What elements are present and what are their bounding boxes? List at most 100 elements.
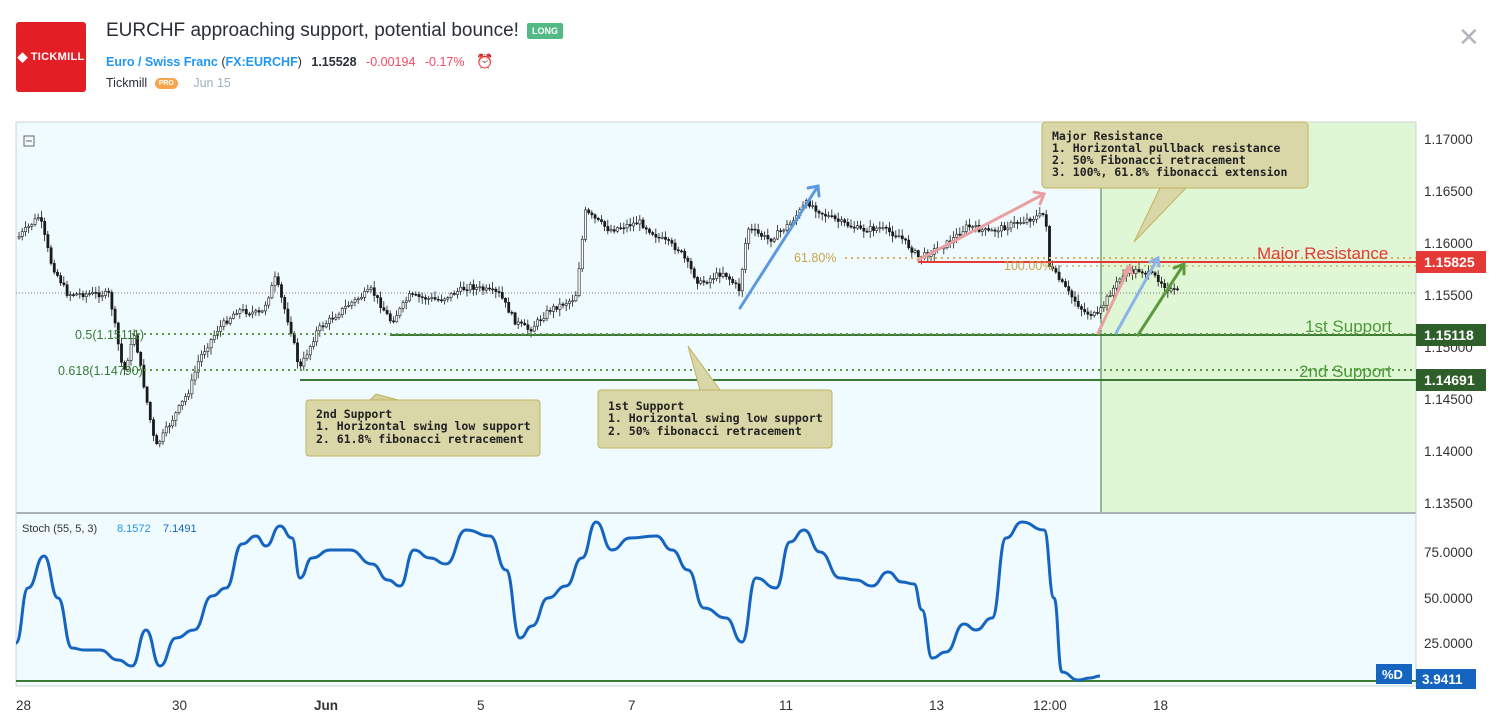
candle-body — [913, 250, 917, 253]
candle-body — [398, 308, 402, 316]
candle-body — [862, 227, 866, 232]
candle-body — [708, 278, 712, 284]
candle-body — [350, 301, 354, 306]
candle-body — [510, 312, 514, 314]
candle-body — [1028, 218, 1032, 222]
candle-body — [552, 306, 555, 312]
candle-body — [1067, 286, 1071, 292]
candle-body — [475, 287, 479, 290]
candle-body — [456, 291, 459, 295]
candle-body — [321, 325, 325, 328]
support1-price-tag — [1416, 324, 1486, 346]
candle-body — [673, 242, 677, 251]
candle-body — [382, 307, 386, 311]
candle-body — [17, 236, 21, 239]
symbol-line: Euro / Swiss Franc (FX:EURCHF) 1.15528 -… — [106, 53, 494, 69]
second-support-label: 2nd Support — [1299, 362, 1392, 381]
idea-header: ◆ TICKMILL EURCHF approaching support, po… — [0, 0, 1498, 118]
candle-body — [785, 224, 789, 231]
candle-body — [20, 231, 24, 237]
candle-body — [996, 230, 1000, 233]
candle-body — [545, 310, 549, 319]
candle-body — [596, 217, 600, 220]
candle-body — [72, 294, 75, 296]
candle-body — [1038, 213, 1042, 217]
candle-body — [648, 228, 651, 233]
author-name[interactable]: Tickmill — [106, 76, 148, 90]
candle-body — [910, 247, 914, 253]
candle-body — [408, 293, 411, 302]
candle-body — [36, 217, 40, 220]
candle-body — [312, 341, 315, 347]
candle-body — [433, 297, 437, 300]
note-line: 3. 100%, 61.8% fibonacci extension — [1052, 165, 1287, 179]
candle-body — [1118, 278, 1122, 283]
candle-body — [1025, 218, 1029, 223]
note-support2[interactable]: 2nd Support 1. Horizontal swing low supp… — [305, 393, 541, 457]
candle-body — [148, 402, 152, 421]
note-line: 1. Horizontal swing low support — [316, 419, 531, 433]
candle-body — [363, 291, 367, 298]
candle-body — [68, 294, 72, 296]
candle-body — [772, 238, 776, 242]
candle-body — [84, 293, 88, 298]
alarm-clock-icon[interactable]: ⏰ — [475, 53, 494, 69]
candle-body — [782, 229, 786, 232]
candle-body — [193, 371, 197, 381]
fib-100-label: 100.00% — [1004, 259, 1053, 273]
candle-body — [123, 362, 127, 370]
candle-body — [904, 238, 907, 241]
candle-body — [964, 224, 968, 232]
publish-date: Jun 15 — [193, 76, 231, 90]
tickmill-logo[interactable]: ◆ TICKMILL — [16, 22, 86, 92]
candle-body — [260, 310, 264, 313]
candle-body — [200, 354, 203, 362]
candle-body — [331, 317, 335, 320]
candle-body — [414, 293, 418, 296]
candle-body — [1070, 290, 1074, 298]
candle-body — [209, 339, 213, 349]
candle-body — [619, 227, 623, 230]
candle-body — [56, 271, 59, 276]
symbol-code-link[interactable]: FX:EURCHF — [225, 55, 298, 69]
candle-body — [612, 229, 616, 232]
stoch-pane[interactable] — [16, 514, 1416, 686]
candle-body — [763, 235, 767, 237]
candle-body — [283, 297, 287, 310]
candle-body — [555, 306, 559, 310]
candle-body — [1156, 274, 1160, 283]
collapse-icon[interactable] — [23, 135, 35, 147]
candle-body — [558, 303, 562, 310]
candle-body — [168, 425, 171, 428]
candle-body — [385, 309, 389, 315]
symbol-name-link[interactable]: Euro / Swiss Franc — [106, 55, 218, 69]
note-line: 1. Horizontal swing low support — [608, 411, 823, 425]
close-icon[interactable]: ✕ — [1458, 22, 1480, 52]
candle-body — [1137, 269, 1141, 273]
candle-body — [1134, 269, 1138, 274]
candle-body — [171, 420, 175, 427]
candle-body — [897, 235, 901, 238]
candle-body — [641, 219, 645, 229]
candle-body — [1144, 272, 1147, 275]
candle-body — [241, 309, 245, 311]
fib-0618-label: 0.618(1.14790) — [58, 364, 143, 378]
candle-body — [113, 308, 117, 324]
note-resistance[interactable]: Major Resistance 1. Horizontal pullback … — [1041, 121, 1309, 243]
candle-body — [827, 215, 831, 217]
candle-body — [174, 412, 178, 421]
candle-body — [676, 249, 680, 252]
stoch-d-tag-name-text: %D — [1382, 667, 1403, 682]
candle-body — [814, 205, 818, 212]
candle-body — [318, 325, 322, 332]
candle-body — [446, 297, 450, 300]
candle-body — [616, 227, 619, 232]
chart[interactable]: 1.17000 1.16500 1.16000 1.15500 1.15000 … — [0, 118, 1498, 724]
candle-body — [1003, 225, 1007, 231]
candle-body — [788, 222, 792, 225]
candle-body — [820, 212, 824, 215]
candle-body — [568, 300, 571, 304]
candle-body — [30, 224, 34, 227]
candle-body — [180, 401, 184, 406]
note-support1[interactable]: 1st Support 1. Horizontal swing low supp… — [597, 345, 833, 449]
